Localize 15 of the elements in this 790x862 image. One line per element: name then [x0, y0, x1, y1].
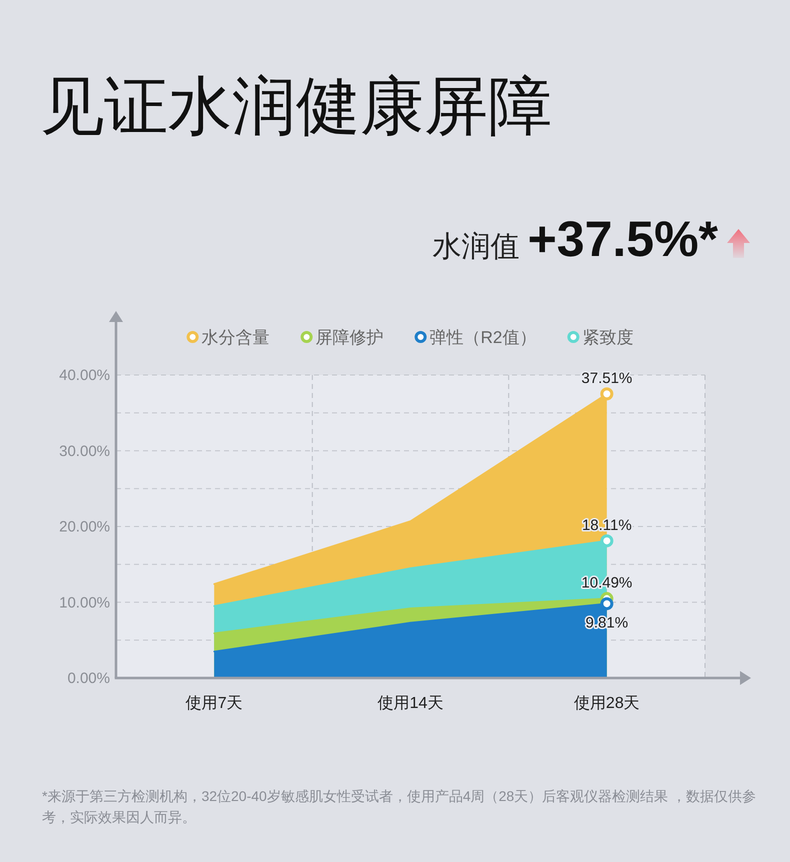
subtitle: 水润值 +37.5%*	[432, 211, 718, 267]
title: 见证水润健康屏障	[40, 70, 552, 142]
y-tick-label: 10.00%	[59, 594, 110, 612]
legend-label: 紧致度	[582, 328, 634, 347]
legend-label: 弹性（R2值）	[430, 328, 536, 347]
x-tick-label: 使用28天	[574, 695, 640, 712]
y-tick-label: 20.00%	[59, 518, 110, 536]
legend-label: 水分含量	[202, 328, 270, 347]
y-tick-label: 30.00%	[59, 442, 110, 460]
annotation: *来源于第三方检测机构，32位20-40岁敏感肌女性受试者，使用产品4周（28天）后客观仪器检测结果 ，数据仅供参考，实际效果因人而异。	[42, 787, 757, 827]
x-tick-label: 使用7天	[186, 695, 243, 712]
x-tick-label: 使用14天	[378, 695, 444, 712]
y-tick-label: 0.00%	[67, 670, 110, 687]
legend-label: 屏障修护	[316, 328, 384, 347]
y-tick-label: 40.00%	[59, 367, 110, 384]
